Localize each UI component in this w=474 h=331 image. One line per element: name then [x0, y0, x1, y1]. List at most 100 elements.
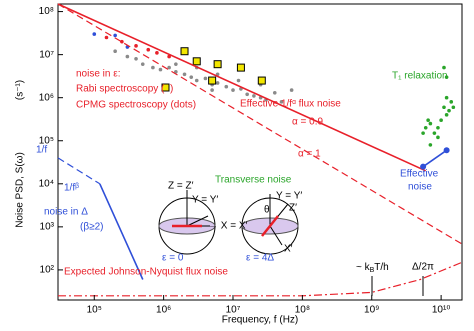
point — [439, 118, 443, 123]
square-marker — [213, 60, 222, 69]
annotation: noise — [408, 182, 432, 193]
point — [125, 54, 130, 59]
point — [146, 47, 151, 52]
annotation: ε = 0 — [162, 253, 184, 264]
annotation: noise in Δ — [44, 207, 88, 218]
annotation: Δ/2π — [412, 262, 434, 273]
y-tick-label: 10² — [40, 265, 55, 276]
annotation: ε = 4Δ — [246, 253, 274, 264]
diagram-label: → X = X′ — [208, 221, 248, 232]
point — [210, 88, 214, 92]
annotation: ) — [170, 84, 173, 95]
point — [442, 105, 446, 110]
square-marker — [192, 57, 201, 66]
diagram-label: Y = Y′ — [276, 191, 302, 202]
y-tick-label: 10⁶ — [39, 92, 54, 103]
y-tick-label: 10⁷ — [39, 49, 54, 60]
point — [113, 33, 117, 38]
annotation: α = 0.9 — [292, 117, 324, 128]
point — [432, 131, 437, 135]
diagram-label: Z = Z′ — [168, 181, 194, 192]
x-tick-label: 10⁸ — [295, 305, 310, 316]
point — [194, 78, 199, 83]
annotation: Transverse noise — [215, 175, 292, 186]
point — [151, 65, 155, 70]
point — [140, 62, 145, 66]
annotation: noise in ε: — [76, 69, 120, 80]
point — [289, 88, 294, 92]
square-marker — [180, 47, 189, 56]
x-tick-label: 10⁹ — [364, 305, 379, 316]
point — [426, 118, 430, 123]
point — [174, 62, 178, 66]
bloch-right — [241, 194, 299, 255]
series-line — [57, 3, 427, 172]
point — [134, 44, 138, 48]
point — [436, 135, 440, 140]
x-tick-label: 10⁷ — [226, 305, 241, 316]
annotation: CPMG spectroscopy (dots) — [76, 100, 196, 111]
point — [203, 76, 208, 81]
diagram-label: θ — [264, 205, 270, 216]
point — [420, 163, 427, 170]
y-axis-unit: (s⁻¹) — [15, 80, 26, 100]
series-line — [422, 149, 448, 168]
square-marker — [236, 63, 245, 72]
x-tick-label: 10⁶ — [156, 305, 171, 316]
series-line — [58, 261, 463, 297]
point — [279, 100, 284, 104]
plot-frame — [57, 3, 463, 301]
annotation: (β≥2) — [80, 222, 103, 233]
point — [444, 95, 449, 100]
point — [444, 113, 449, 117]
point — [428, 121, 433, 126]
point — [447, 108, 451, 113]
bloch-left — [158, 190, 216, 255]
diagram-label: X′ — [284, 244, 293, 255]
annotation: Expected Johnson-Nyquist flux noise — [64, 267, 228, 278]
point — [224, 84, 229, 89]
point — [174, 69, 178, 74]
series-line — [57, 3, 463, 245]
legend-square — [161, 83, 170, 92]
point — [134, 57, 138, 61]
point — [92, 32, 97, 36]
point — [421, 131, 425, 135]
point — [231, 88, 235, 92]
y-axis-label: Noise PSD, S(ω) — [15, 152, 26, 228]
point — [167, 65, 171, 70]
point — [423, 125, 428, 130]
point — [167, 54, 171, 59]
point — [245, 92, 249, 97]
point — [428, 143, 433, 147]
annotation: Rabi spectroscopy ( — [76, 84, 165, 95]
point — [442, 65, 446, 70]
point — [120, 39, 124, 44]
point — [449, 100, 454, 104]
point — [272, 90, 277, 95]
square-marker — [208, 76, 217, 85]
y-tick-label: 10⁴ — [39, 178, 54, 189]
point — [443, 147, 450, 154]
annotation: 1/f — [36, 145, 47, 156]
x-axis-label: Frequency, f (Hz) — [222, 315, 299, 326]
point — [252, 94, 256, 98]
annotation: ~ kBT/h — [356, 262, 389, 274]
annotation: α = 1 — [298, 149, 321, 160]
diagram-label: Y = Y′ — [192, 195, 218, 206]
annotation: T₁ relaxation — [392, 71, 448, 82]
y-tick-label: 10⁵ — [39, 135, 54, 146]
point — [189, 75, 194, 79]
point — [436, 125, 440, 130]
annotation: 1/fᵝ — [64, 183, 79, 194]
annotation: Effective — [400, 169, 439, 180]
point — [182, 72, 187, 77]
x-tick-label: 10⁵ — [87, 305, 102, 316]
square-marker — [257, 76, 266, 85]
point — [236, 78, 241, 83]
point — [113, 49, 117, 54]
point — [155, 51, 159, 55]
series-line — [99, 183, 144, 280]
diagram-label: Z′ — [289, 203, 297, 214]
